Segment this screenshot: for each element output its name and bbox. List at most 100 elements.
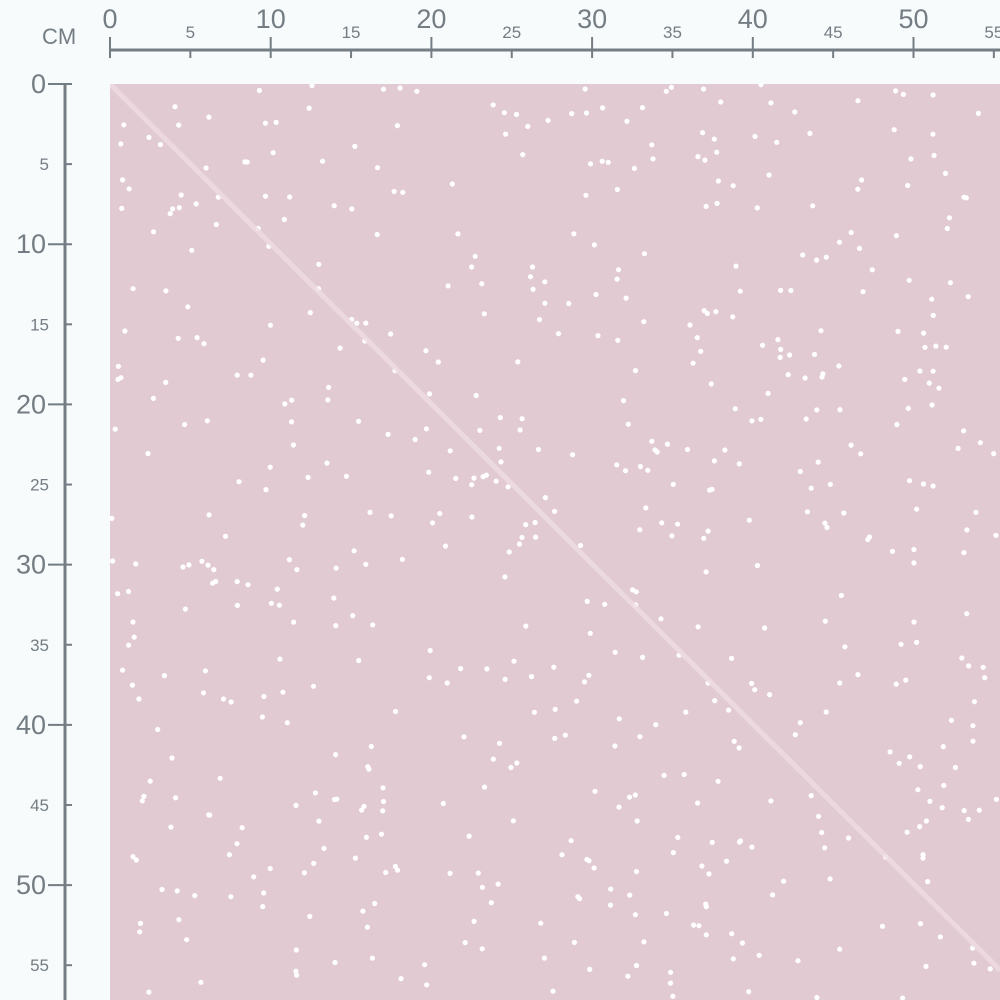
polka-dot <box>326 384 332 390</box>
polka-dot <box>917 764 923 770</box>
polka-dot <box>905 405 911 411</box>
left-tick-label: 20 <box>16 389 46 419</box>
polka-dot <box>150 229 157 235</box>
polka-dot <box>479 884 485 890</box>
left-tick-label: 15 <box>30 315 49 334</box>
polka-dot <box>814 407 820 413</box>
polka-dot <box>333 752 339 758</box>
left-tick-label: 45 <box>30 796 49 815</box>
polka-dot <box>715 178 722 184</box>
polka-dot <box>987 966 993 972</box>
polka-dot <box>552 508 558 514</box>
polka-dot <box>971 699 978 705</box>
top-tick-label: 45 <box>824 23 843 42</box>
polka-dot <box>493 478 499 484</box>
polka-dot <box>274 586 280 592</box>
polka-dot <box>713 309 719 315</box>
polka-dot <box>722 447 728 453</box>
polka-dot <box>758 416 764 422</box>
polka-dot <box>848 229 854 236</box>
polka-dot <box>700 86 707 92</box>
polka-dot <box>316 818 322 824</box>
polka-dot <box>942 170 949 176</box>
polka-dot <box>210 580 216 586</box>
polka-dot <box>248 372 254 378</box>
polka-dot <box>930 483 936 489</box>
polka-dot <box>599 158 605 164</box>
polka-dot <box>267 464 273 470</box>
polka-dot <box>788 287 794 294</box>
polka-dot <box>908 156 914 162</box>
polka-dot <box>760 342 766 348</box>
top-tick-label: 50 <box>898 4 928 34</box>
polka-dot <box>900 995 906 1000</box>
polka-dot <box>260 904 266 910</box>
polka-dot <box>280 689 286 695</box>
polka-dot <box>316 261 322 267</box>
polka-dot <box>542 279 548 285</box>
polka-dot <box>625 421 631 427</box>
polka-dot <box>186 562 192 568</box>
polka-dot <box>756 952 762 958</box>
polka-dot <box>168 824 174 830</box>
polka-dot <box>213 221 219 228</box>
polka-dot <box>173 795 179 801</box>
polka-dot <box>915 787 921 793</box>
polka-dot <box>649 438 655 444</box>
polka-dot <box>670 850 677 856</box>
polka-dot <box>228 894 234 900</box>
polka-dot <box>887 749 893 755</box>
polka-dot <box>649 142 655 148</box>
polka-dot <box>192 893 198 899</box>
polka-dot <box>703 569 709 575</box>
polka-dot <box>803 416 809 422</box>
polka-dot <box>511 658 517 664</box>
polka-dot <box>704 310 711 317</box>
top-tick-label: 35 <box>663 23 682 42</box>
polka-dot <box>661 772 667 779</box>
polka-dot <box>566 300 572 307</box>
polka-dot <box>519 416 525 422</box>
polka-dot <box>641 939 647 945</box>
polka-dot <box>262 120 268 126</box>
polka-dot <box>194 335 200 341</box>
polka-dot <box>288 419 295 425</box>
polka-dot <box>785 372 791 378</box>
polka-dot <box>302 512 308 519</box>
polka-dot <box>767 692 773 698</box>
polka-dot <box>714 149 720 155</box>
top-ruler: 0 5 10 15 20 25 30 35 40 45 50 55 <box>102 4 1000 58</box>
polka-dot <box>267 322 273 328</box>
polka-dot <box>583 192 589 198</box>
left-tick-label: 30 <box>16 550 46 580</box>
polka-dot <box>810 203 816 209</box>
polka-dot <box>816 813 822 819</box>
polka-dot <box>664 441 671 447</box>
polka-dot <box>203 165 209 171</box>
polka-dot <box>449 181 455 187</box>
polka-dot <box>529 264 536 270</box>
polka-dot <box>600 105 606 111</box>
polka-dot <box>360 908 366 914</box>
polka-dot <box>712 698 718 704</box>
fabric-background <box>110 84 1000 1000</box>
polka-dot <box>497 415 503 421</box>
polka-dot <box>614 186 620 193</box>
polka-dot <box>378 831 385 837</box>
polka-dot <box>730 956 736 962</box>
polka-dot <box>944 225 950 232</box>
polka-dot <box>374 165 381 171</box>
polka-dot <box>523 623 529 629</box>
polka-dot <box>364 924 370 930</box>
polka-dot <box>372 900 378 907</box>
polka-dot <box>287 194 293 200</box>
polka-dot <box>157 141 163 148</box>
polka-dot <box>374 231 380 238</box>
polka-dot <box>175 335 181 341</box>
polka-dot <box>736 461 742 467</box>
polka-dot <box>159 886 165 893</box>
polka-dot <box>174 888 180 894</box>
polka-dot <box>126 642 132 648</box>
polka-dot <box>865 536 871 543</box>
polka-dot <box>700 130 706 136</box>
